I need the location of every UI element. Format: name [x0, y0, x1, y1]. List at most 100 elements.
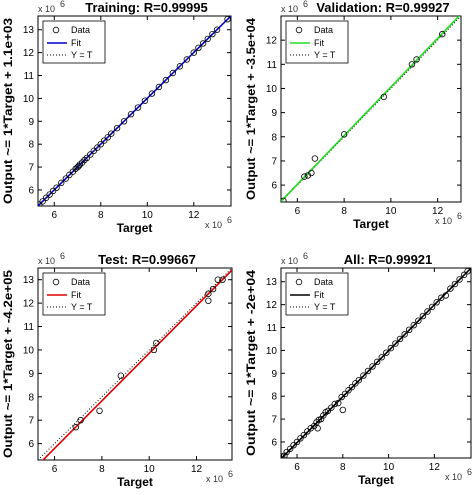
- data-point: [209, 30, 216, 38]
- data-point: [293, 438, 301, 446]
- y-tick-label: 11: [24, 71, 35, 82]
- y-tick-label: 13: [23, 275, 35, 286]
- legend-data-label: Data: [71, 277, 90, 287]
- data-point: [134, 104, 142, 111]
- data-point: [39, 198, 46, 205]
- data-point: [283, 448, 290, 456]
- legend-ident-label: Y = T: [314, 302, 336, 312]
- data-point: [369, 363, 376, 370]
- data-point: [83, 154, 91, 162]
- data-point: [281, 452, 288, 458]
- data-point: [72, 424, 80, 431]
- data-point: [335, 399, 342, 407]
- x-axis-label: Target: [358, 473, 394, 487]
- y-scale-base: x 10: [281, 256, 298, 266]
- data-point: [339, 406, 347, 414]
- y-tick-label: 7: [28, 163, 34, 174]
- legend-data-label: Data: [71, 25, 90, 35]
- data-point: [209, 285, 217, 293]
- legend-box: [285, 272, 349, 316]
- plot-content: [281, 16, 461, 202]
- data-point: [460, 271, 468, 279]
- y-tick-label: 13: [266, 277, 278, 288]
- legend: Data Fit Y = T: [42, 20, 106, 64]
- identity-line: [38, 268, 232, 460]
- data-point: [117, 372, 125, 379]
- x-scale-exp: 6: [457, 211, 462, 221]
- data-point: [101, 137, 108, 144]
- legend-box: [285, 20, 349, 64]
- x-scale-exp: 6: [227, 215, 232, 225]
- y-tick-label: 11: [267, 323, 278, 334]
- data-point: [383, 349, 390, 356]
- legend-fit-label: Fit: [71, 38, 81, 48]
- data-point: [433, 299, 440, 306]
- x-scale-base: x 10: [445, 472, 462, 482]
- data-point: [304, 428, 311, 435]
- data-point: [281, 197, 287, 202]
- y-scale-label: x 10 6: [38, 251, 65, 266]
- data-point: [162, 76, 170, 84]
- fit-line: [41, 269, 232, 460]
- fit-line: [38, 16, 231, 206]
- x-scale-exp: 6: [467, 467, 472, 477]
- data-point: [424, 308, 431, 315]
- x-tick-label: 10: [142, 210, 154, 221]
- data-point: [324, 407, 332, 415]
- data-point: [127, 111, 135, 118]
- data-point: [76, 161, 84, 168]
- plot-panel: 6 8 10 12 6 7 8 9 10 11 12 13 Training: R=0.99995 x 1…: [1, 0, 232, 235]
- y-tick-label: 11: [24, 322, 35, 333]
- y-tick-label: 12: [23, 299, 35, 310]
- x-tick-label: 10: [383, 462, 395, 473]
- data-point: [428, 303, 436, 311]
- legend-data-marker: [52, 278, 60, 286]
- data-point: [314, 425, 321, 432]
- y-tick-label: 9: [28, 369, 34, 380]
- x-axis-label: Target: [117, 221, 153, 235]
- legend-ident-label: Y = T: [314, 50, 336, 60]
- x-tick-label: 12: [188, 210, 200, 221]
- y-scale-base: x 10: [38, 4, 55, 14]
- data-point: [310, 422, 318, 430]
- data-point: [213, 26, 221, 33]
- data-point: [297, 435, 304, 442]
- data-point: [205, 290, 212, 297]
- x-tick-label: 10: [144, 464, 156, 475]
- x-tick-label: 12: [432, 206, 444, 217]
- y-tick-label: 7: [271, 415, 277, 426]
- data-point: [378, 354, 385, 361]
- y-scale-exp: 6: [303, 251, 308, 261]
- y-tick-label: 6: [271, 437, 277, 448]
- legend-box: [42, 272, 106, 316]
- data-point: [311, 155, 319, 162]
- x-scale-label: x 10 6: [435, 211, 462, 226]
- x-tick-label: 12: [429, 462, 441, 473]
- y-tick-label: 8: [271, 132, 277, 143]
- data-point: [364, 367, 372, 375]
- data-point: [286, 445, 294, 453]
- y-tick-label: 12: [266, 300, 278, 311]
- x-tick-label: 12: [191, 464, 203, 475]
- legend-fit-label: Fit: [314, 290, 324, 300]
- data-point: [317, 415, 325, 423]
- x-scale-base: x 10: [205, 220, 222, 230]
- data-point: [340, 131, 348, 138]
- y-axis-label: Output ~= 1*Target + 1.1e+03: [1, 18, 15, 204]
- legend: Data Fit Y = T: [285, 20, 349, 64]
- x-scale-exp: 6: [228, 469, 233, 479]
- y-scale-base: x 10: [281, 4, 298, 14]
- data-point: [62, 175, 70, 182]
- identity-line: [281, 16, 461, 202]
- data-point: [87, 151, 94, 158]
- y-tick-label: 9: [271, 369, 277, 380]
- y-tick-label: 12: [23, 48, 35, 59]
- y-tick-label: 8: [28, 140, 34, 151]
- x-tick-label: 6: [295, 206, 301, 217]
- y-tick-label: 12: [266, 36, 278, 47]
- x-scale-base: x 10: [206, 474, 223, 484]
- data-point: [401, 331, 408, 338]
- data-point: [183, 56, 191, 63]
- y-scale-exp: 6: [303, 0, 308, 9]
- y-tick-label: 11: [267, 60, 278, 71]
